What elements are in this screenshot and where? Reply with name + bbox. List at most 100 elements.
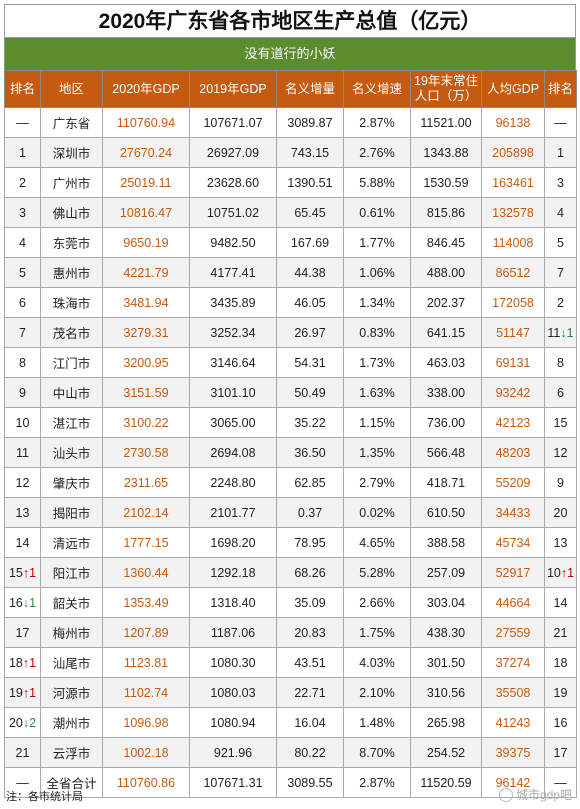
- cell-nominal-growth: 1.34%: [343, 287, 411, 318]
- cell-rank: —: [4, 767, 41, 798]
- cell-per-capita-gdp: 96138: [481, 107, 545, 138]
- cell-nominal-increase-value: 35.09: [294, 595, 326, 610]
- cell-nominal-increase: 35.22: [276, 407, 344, 438]
- cell-region-value: 广州市: [52, 177, 91, 191]
- cell-per-capita-gdp-value: 48203: [495, 445, 531, 460]
- cell-nominal-increase-value: 36.50: [294, 445, 326, 460]
- cell-nominal-increase: 54.31: [276, 347, 344, 378]
- cell-rank: 1: [4, 137, 41, 168]
- cell-rank-value: 9: [19, 385, 26, 400]
- cell-gdp-2019: 23628.60: [189, 167, 277, 198]
- cell-per-capita-gdp-value: 96142: [495, 775, 531, 790]
- cell-gdp-2019-value: 1318.40: [210, 595, 256, 610]
- rank-down-arrow: ↓1: [560, 325, 574, 340]
- cell-nominal-increase-value: 80.22: [294, 745, 326, 760]
- cell-per-capita-gdp: 114008: [481, 227, 545, 258]
- cell-per-capita-gdp-value: 172058: [492, 295, 534, 310]
- cell-per-capita-rank-value: 5: [557, 235, 564, 250]
- cell-per-capita-rank: 4: [544, 197, 577, 228]
- cell-gdp-2019: 3065.00: [189, 407, 277, 438]
- cell-nominal-growth: 2.79%: [343, 467, 411, 498]
- cell-rank: 10: [4, 407, 41, 438]
- cell-gdp-2019: 10751.02: [189, 197, 277, 228]
- cell-gdp-2020-value: 3481.94: [123, 295, 169, 310]
- cell-population: 254.52: [410, 737, 482, 768]
- cell-rank: 3: [4, 197, 41, 228]
- cell-gdp-2019-value: 3252.34: [210, 325, 256, 340]
- cell-nominal-increase-value: 62.85: [294, 475, 326, 490]
- cell-nominal-increase-value: 54.31: [294, 355, 326, 370]
- cell-per-capita-rank: 8: [544, 347, 577, 378]
- cell-nominal-growth: 1.73%: [343, 347, 411, 378]
- cell-nominal-growth-value: 1.77%: [359, 235, 395, 250]
- cell-population: 202.37: [410, 287, 482, 318]
- cell-gdp-2019-value: 4177.41: [210, 265, 256, 280]
- table-row: 1 深圳市 27670.24 26927.09 743.15 2.76% 1343.88 20…: [4, 137, 577, 168]
- cell-per-capita-rank: 17: [544, 737, 577, 768]
- cell-region-value: 珠海市: [52, 297, 91, 311]
- cell-population: 388.58: [410, 527, 482, 558]
- cell-per-capita-gdp-value: 39375: [495, 745, 531, 760]
- cell-per-capita-rank-value: 11: [547, 325, 561, 340]
- table-row: 2 广州市 25019.11 23628.60 1390.51 5.88% 1530.59 1…: [4, 167, 577, 198]
- cell-nominal-increase: 3089.87: [276, 107, 344, 138]
- cell-region: 汕尾市: [40, 647, 103, 678]
- cell-gdp-2019-value: 1187.06: [210, 625, 256, 640]
- table-row: 13 揭阳市 2102.14 2101.77 0.37 0.02% 610.50 34433 2…: [4, 497, 577, 528]
- cell-rank: 19↑1: [4, 677, 41, 708]
- cell-per-capita-rank: 11↓1: [544, 317, 577, 348]
- author-banner: 没有道行的小妖: [4, 38, 576, 70]
- table-row: 11 汕头市 2730.58 2694.08 36.50 1.35% 566.48 48203…: [4, 437, 577, 468]
- cell-region-value: 河源市: [52, 687, 91, 701]
- cell-population: 418.71: [410, 467, 482, 498]
- cell-gdp-2020: 3279.31: [102, 317, 190, 348]
- cell-per-capita-gdp: 55209: [481, 467, 545, 498]
- cell-gdp-2020-value: 1207.89: [123, 625, 169, 640]
- cell-rank-value: 6: [19, 295, 26, 310]
- cell-region: 揭阳市: [40, 497, 103, 528]
- cell-population-value: 736.00: [426, 415, 466, 430]
- cell-region-value: 广东省: [52, 117, 91, 131]
- cell-gdp-2020-value: 3151.59: [123, 385, 169, 400]
- cell-per-capita-rank-value: 19: [553, 685, 568, 700]
- cell-nominal-increase-value: 46.05: [294, 295, 326, 310]
- cell-nominal-growth: 2.66%: [343, 587, 411, 618]
- cell-gdp-2020: 1123.81: [102, 647, 190, 678]
- header-nominal-increase: 名义增量: [276, 70, 344, 108]
- cell-gdp-2020: 2311.65: [102, 467, 190, 498]
- cell-nominal-increase-value: 68.26: [294, 565, 326, 580]
- cell-region: 云浮市: [40, 737, 103, 768]
- cell-region-value: 汕尾市: [52, 657, 91, 671]
- cell-gdp-2019-value: 1292.18: [210, 565, 256, 580]
- cell-population-value: 463.03: [426, 355, 466, 370]
- table-row: 4 东莞市 9650.19 9482.50 167.69 1.77% 846.45 11400…: [4, 227, 577, 258]
- table-row: 10 湛江市 3100.22 3065.00 35.22 1.15% 736.00 42123…: [4, 407, 577, 438]
- cell-region: 佛山市: [40, 197, 103, 228]
- cell-gdp-2019: 3101.10: [189, 377, 277, 408]
- cell-region-value: 梅州市: [52, 627, 91, 641]
- cell-population-value: 202.37: [426, 295, 466, 310]
- table-row: 7 茂名市 3279.31 3252.34 26.97 0.83% 641.15 51147 1…: [4, 317, 577, 348]
- cell-nominal-increase-value: 0.37: [297, 505, 323, 520]
- cell-nominal-increase-value: 20.83: [294, 625, 326, 640]
- cell-nominal-increase: 743.15: [276, 137, 344, 168]
- cell-gdp-2020: 1353.49: [102, 587, 190, 618]
- cell-region: 江门市: [40, 347, 103, 378]
- cell-gdp-2020: 1102.74: [102, 677, 190, 708]
- cell-nominal-growth-value: 0.61%: [359, 205, 395, 220]
- cell-nominal-growth: 1.06%: [343, 257, 411, 288]
- cell-nominal-growth-value: 4.03%: [359, 655, 395, 670]
- cell-per-capita-rank-value: 10: [546, 565, 561, 580]
- cell-rank-value: 1: [19, 145, 26, 160]
- cell-nominal-increase-value: 3089.87: [287, 115, 333, 130]
- cell-gdp-2020-value: 110760.94: [116, 115, 176, 130]
- cell-population-value: 610.50: [426, 505, 466, 520]
- cell-population: 566.48: [410, 437, 482, 468]
- cell-population-value: 301.50: [426, 655, 466, 670]
- cell-per-capita-gdp: 52917: [481, 557, 545, 588]
- table-row: 18↑1 汕尾市 1123.81 1080.30 43.51 4.03% 301.50 372…: [4, 647, 577, 678]
- cell-per-capita-gdp: 163461: [481, 167, 545, 198]
- cell-rank: 16↓1: [4, 587, 41, 618]
- cell-rank-value: 8: [19, 355, 26, 370]
- cell-rank: 11: [4, 437, 41, 468]
